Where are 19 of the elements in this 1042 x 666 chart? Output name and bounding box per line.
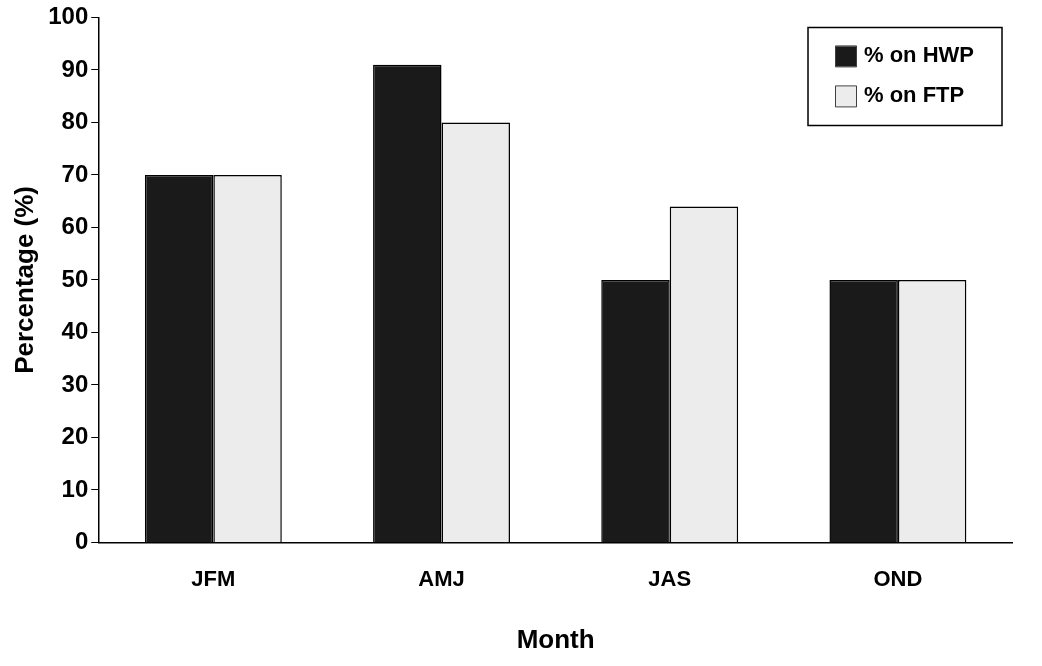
y-tick-label: 40 [61, 317, 89, 345]
y-axis-title: Percentage (%) [8, 185, 39, 374]
x-tick-label: AMJ [418, 565, 465, 591]
y-tick-label: 100 [48, 2, 89, 30]
y-tick-label: 60 [61, 212, 89, 240]
x-tick-label: JFM [191, 565, 236, 591]
x-axis-title: Month [516, 623, 595, 654]
y-tick-label: 50 [61, 264, 89, 292]
y-tick-label: 0 [74, 527, 89, 555]
x-tick-label: OND [873, 565, 923, 591]
y-tick-label: 30 [61, 369, 89, 397]
legend-label: % on FTP [864, 82, 965, 108]
x-tick-label: JAS [648, 565, 692, 591]
y-tick-label: 80 [61, 107, 89, 135]
y-tick-label: 90 [61, 54, 89, 82]
legend-label: % on HWP [864, 42, 975, 68]
y-tick-label: 20 [61, 422, 89, 450]
y-tick-label: 10 [61, 474, 89, 502]
y-tick-label: 70 [61, 159, 89, 187]
